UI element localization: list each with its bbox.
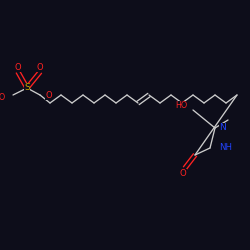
Text: O: O (180, 170, 186, 178)
Text: HO: HO (0, 92, 6, 102)
Text: NH: NH (219, 144, 232, 152)
Text: O: O (37, 62, 43, 72)
Text: O: O (15, 62, 21, 72)
Text: S: S (24, 84, 30, 92)
Text: HO: HO (176, 102, 188, 110)
Text: O: O (45, 90, 52, 100)
Text: N: N (219, 124, 226, 132)
